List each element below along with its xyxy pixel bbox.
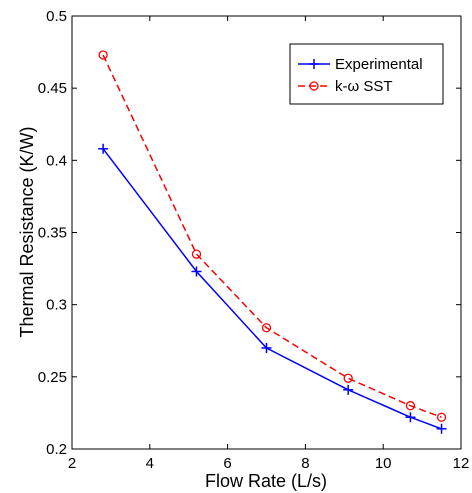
data-point [191, 266, 202, 277]
data-point [405, 401, 416, 411]
data-point [343, 384, 354, 395]
y-axis-label: Thermal Resistance (K/W) [17, 126, 37, 337]
series-lines [102, 54, 442, 430]
data-point [405, 412, 416, 423]
x-axis-label: Flow Rate (L/s) [205, 471, 327, 491]
x-tick-label: 2 [68, 455, 76, 472]
y-tick-label: 0.45 [38, 80, 67, 97]
data-point [343, 373, 353, 383]
x-tick-label: 6 [223, 455, 231, 472]
data-point [261, 323, 272, 333]
x-tick-label: 10 [375, 455, 392, 472]
data-point [191, 249, 202, 259]
legend-marker [309, 81, 319, 91]
data-point [98, 143, 109, 154]
legend-box [289, 43, 444, 105]
series-line-1 [102, 54, 442, 418]
data-point [261, 342, 272, 353]
legend-marker [309, 59, 319, 69]
series-markers [98, 50, 447, 434]
legend: Experimental k-ω SST [289, 43, 444, 105]
data-point [436, 423, 447, 434]
y-tick-label: 0.25 [38, 369, 67, 386]
data-point [98, 50, 108, 60]
data-point [436, 412, 447, 422]
y-tick-label: 0.4 [46, 152, 67, 169]
y-tick-label: 0.3 [46, 297, 67, 314]
axis-ticks: 2 4 6 8 10 12 0.2 0.25 0.3 0.35 0.4 0.45 0.5 [38, 8, 470, 472]
series-line-0 [102, 148, 442, 430]
legend-label: k-ω SST [335, 78, 393, 95]
y-tick-label: 0.35 [38, 225, 67, 242]
x-tick-label: 12 [453, 455, 470, 472]
legend-label: Experimental [335, 56, 423, 73]
x-tick-label: 8 [301, 455, 309, 472]
x-tick-label: 4 [146, 455, 154, 472]
y-tick-label: 0.2 [46, 441, 67, 458]
y-tick-label: 0.5 [46, 8, 67, 25]
